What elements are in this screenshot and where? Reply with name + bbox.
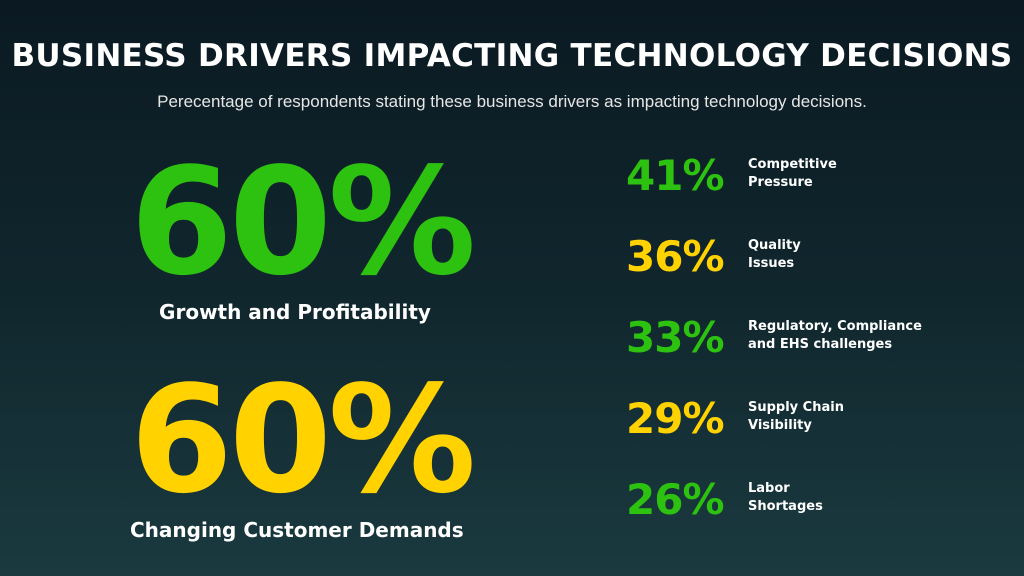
driver-value: 26% [626,475,725,524]
highlight-stat-customer-demands: 60% Changing Customer Demands [130,354,476,542]
driver-row-regulatory-compliance: 33% Regulatory, Compliance and EHS chall… [626,308,956,368]
highlight-value: 60% [130,354,476,526]
driver-value: 36% [626,232,725,281]
driver-row-supply-chain-visibility: 29% Supply Chain Visibility [626,389,956,449]
highlight-stat-growth: 60% Growth and Profitability [130,136,476,324]
driver-row-quality-issues: 36% Quality Issues [626,227,956,287]
driver-row-labor-shortages: 26% Labor Shortages [626,470,956,530]
driver-value: 29% [626,394,725,443]
page-title: BUSINESS DRIVERS IMPACTING TECHNOLOGY DE… [11,38,1013,74]
driver-value: 33% [626,313,725,362]
driver-label: Supply Chain Visibility [748,400,844,433]
page-subtitle: Perecentage of respondents stating these… [157,92,867,111]
driver-label: Regulatory, Compliance and EHS challenge… [748,319,922,352]
driver-label: Competitive Pressure [748,157,837,190]
driver-label: Quality Issues [748,238,801,271]
driver-label: Labor Shortages [748,481,823,514]
highlight-label: Growth and Profitability [159,300,431,324]
driver-row-competitive-pressure: 41% Competitive Pressure [626,146,956,206]
driver-value: 41% [626,151,725,200]
highlight-value: 60% [130,136,476,308]
highlight-label: Changing Customer Demands [130,518,464,542]
